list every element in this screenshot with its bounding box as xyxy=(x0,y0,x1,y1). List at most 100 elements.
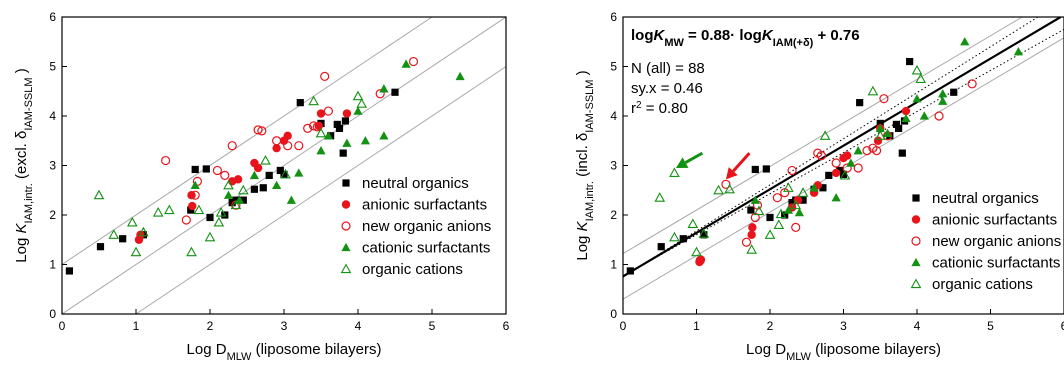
legend-label: new organic anions xyxy=(362,218,491,235)
data-point xyxy=(695,255,705,266)
y-tick-label: 3 xyxy=(49,159,56,173)
legend-label: cationic surfactants xyxy=(932,255,1060,272)
legend-marker xyxy=(342,179,350,187)
y-tick-label: 6 xyxy=(610,10,617,24)
data-point xyxy=(152,206,164,217)
data-point xyxy=(119,235,127,243)
data-point xyxy=(787,165,797,176)
regression-equation: logKMW = 0.88· logKIAM(+δ) + 0.76 xyxy=(631,27,860,49)
x-tick-label: 6 xyxy=(1061,319,1064,333)
data-point xyxy=(283,141,293,151)
data-point xyxy=(391,88,399,96)
data-point xyxy=(375,89,385,99)
data-point xyxy=(816,151,827,161)
data-point xyxy=(286,195,296,204)
y-tick-label: 5 xyxy=(49,60,56,74)
x-tick-label: 1 xyxy=(693,319,700,333)
data-point xyxy=(408,56,419,67)
data-point xyxy=(379,131,389,140)
reference-line xyxy=(135,66,506,314)
x-tick-label: 0 xyxy=(620,319,627,333)
data-point xyxy=(883,128,893,138)
confidence-band-line xyxy=(623,28,1064,277)
data-point xyxy=(783,182,794,192)
data-point xyxy=(204,231,216,242)
data-point xyxy=(309,121,319,131)
data-point xyxy=(186,246,197,257)
data-point xyxy=(938,89,948,98)
data-points xyxy=(626,37,1024,275)
data-point xyxy=(239,196,247,204)
data-point xyxy=(679,235,687,243)
data-point xyxy=(257,126,267,136)
data-point xyxy=(342,109,352,118)
data-point xyxy=(741,237,752,247)
data-point xyxy=(190,180,200,189)
data-point xyxy=(772,193,782,203)
data-point xyxy=(895,124,903,132)
data-point xyxy=(839,169,851,180)
legend: neutral organics anionic surfactants new o… xyxy=(910,190,1061,293)
data-point xyxy=(831,193,841,202)
data-point xyxy=(747,230,756,239)
data-point xyxy=(316,109,326,118)
x-tick-label: 4 xyxy=(914,319,921,333)
data-point xyxy=(915,73,927,83)
data-point xyxy=(819,130,831,140)
y-tick-label: 3 xyxy=(610,159,617,173)
y-axis-title: Log KIAM,intr. (incl. δIAM-SSLM ) xyxy=(574,70,596,260)
data-point xyxy=(356,98,368,108)
reference-line xyxy=(62,17,506,314)
data-point xyxy=(296,99,304,107)
data-point xyxy=(276,166,284,175)
data-point xyxy=(163,204,175,215)
data-point xyxy=(842,151,852,160)
data-point xyxy=(193,204,205,215)
data-point xyxy=(783,205,793,214)
data-point xyxy=(401,59,411,68)
legend-marker xyxy=(910,278,922,289)
data-point xyxy=(190,190,200,200)
data-point xyxy=(831,168,841,178)
data-point xyxy=(333,120,341,129)
data-point xyxy=(713,184,724,195)
data-point xyxy=(819,184,827,192)
legend-marker xyxy=(911,236,921,246)
legend-marker xyxy=(341,221,351,231)
data-point xyxy=(323,131,333,140)
reference-line xyxy=(62,17,433,265)
data-point xyxy=(874,130,886,140)
data-point xyxy=(892,120,901,129)
data-point xyxy=(762,165,770,173)
data-point xyxy=(339,149,347,157)
data-point xyxy=(280,170,288,179)
data-point xyxy=(320,71,330,82)
x-tick-label: 3 xyxy=(840,319,847,333)
data-point xyxy=(799,196,807,204)
data-point xyxy=(353,106,363,115)
data-point xyxy=(233,175,243,184)
data-point xyxy=(950,88,958,96)
data-point xyxy=(220,170,230,180)
x-tick-label: 2 xyxy=(207,319,214,333)
data-point xyxy=(223,190,234,199)
data-point xyxy=(206,213,214,222)
data-point xyxy=(312,122,322,132)
annotation-arrow xyxy=(675,151,704,168)
legend-label: anionic surfactants xyxy=(932,212,1057,229)
data-point xyxy=(919,111,929,120)
x-tick-label: 2 xyxy=(767,319,774,333)
data-point xyxy=(335,124,344,132)
data-point xyxy=(265,171,273,179)
data-point xyxy=(303,123,313,133)
data-point xyxy=(901,113,911,123)
data-point xyxy=(853,146,863,155)
x-tick-label: 0 xyxy=(59,319,66,333)
y-tick-label: 4 xyxy=(610,109,617,123)
x-tick-label: 5 xyxy=(429,319,436,333)
data-point xyxy=(687,218,699,228)
data-point xyxy=(136,230,145,239)
data-point xyxy=(213,216,225,227)
data-point xyxy=(775,208,787,219)
y-tick-label: 0 xyxy=(610,307,617,321)
